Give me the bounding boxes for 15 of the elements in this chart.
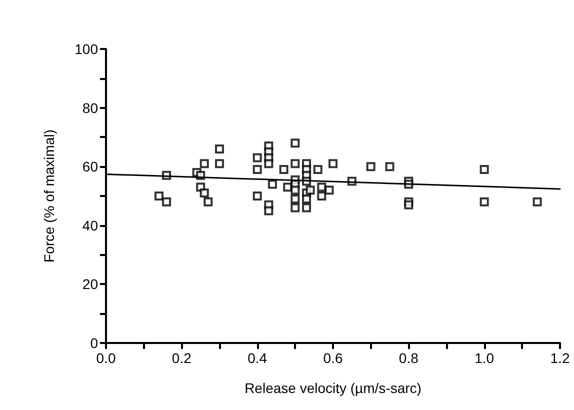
y-tick-label: 60: [82, 158, 98, 175]
x-tick-label: 0.0: [96, 350, 116, 366]
x-tick-label: 0.2: [172, 350, 192, 366]
x-tick-label: 1.0: [474, 350, 494, 366]
y-tick-label: 80: [82, 100, 98, 116]
x-tick-label: 0.8: [398, 350, 419, 366]
x-tick-label: 0.4: [248, 350, 268, 366]
x-tick-label: 1.2: [550, 350, 570, 366]
y-tick-label: 40: [82, 217, 98, 234]
x-tick-label: 0.6: [323, 350, 343, 366]
y-tick-label: 100: [74, 41, 98, 57]
y-tick-label: 20: [82, 276, 98, 292]
y-axis-title: Force (% of maximal): [41, 129, 57, 263]
y-tick-label: 0: [90, 335, 98, 351]
x-axis-title: Release velocity (µm/s-sarc): [244, 380, 422, 396]
